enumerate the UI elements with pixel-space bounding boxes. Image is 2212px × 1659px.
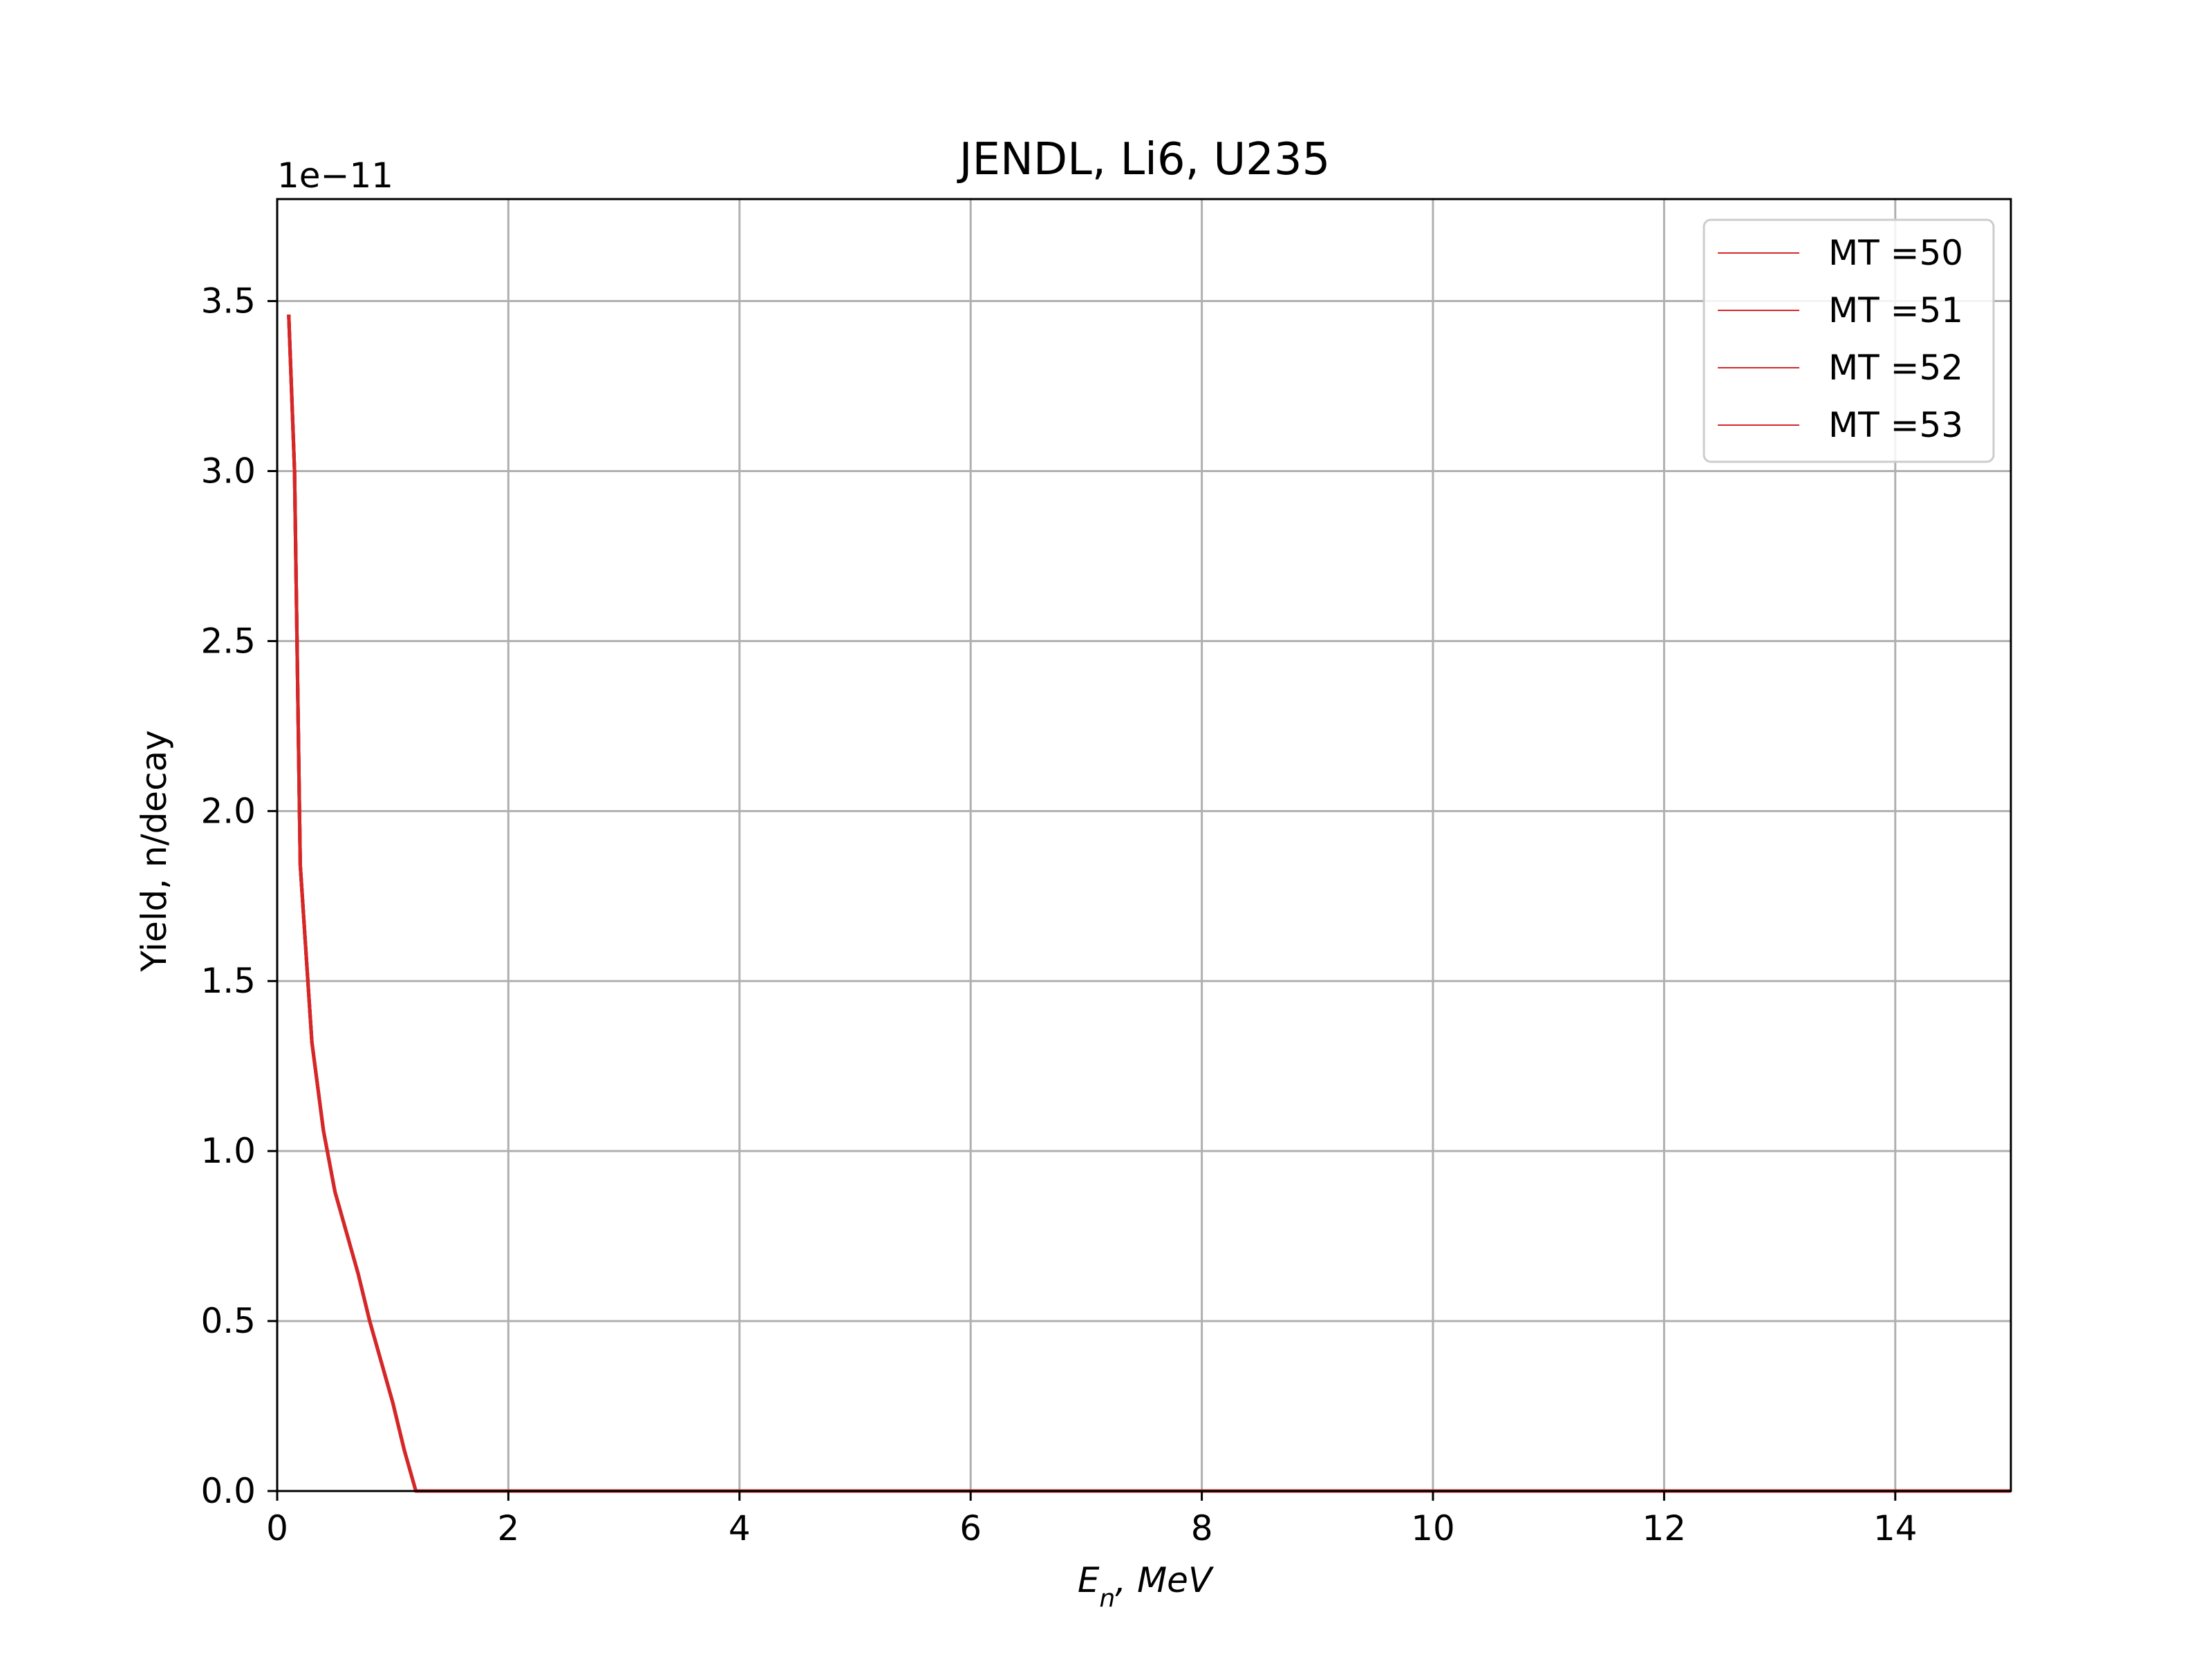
x-tick-label-1: 2 [497,1508,519,1548]
x-tick-label-7: 14 [1873,1508,1918,1548]
x-tick-label-3: 6 [959,1508,982,1548]
y-tick-label-1: 0.5 [200,1301,256,1341]
x-tick-label-2: 4 [729,1508,751,1548]
y-axis-label: Yield, n/decay [134,730,174,973]
legend-label-mt-50: MT =50 [1828,233,1963,273]
y-tick-label-7: 3.5 [200,281,256,321]
y-tick-label-4: 2.0 [200,791,256,831]
y-tick-label-6: 3.0 [200,451,256,491]
legend-label-mt-53: MT =53 [1828,405,1963,445]
chart-title: JENDL, Li6, U235 [957,134,1331,185]
y-tick-label-0: 0.0 [200,1471,256,1511]
legend: MT =50 MT =51 MT =52 MT =53 [1703,218,1995,463]
legend-label-mt-51: MT =51 [1828,290,1963,330]
x-tick-label-6: 12 [1642,1508,1687,1548]
y-axis-scale-label: 1e−11 [277,156,393,196]
x-tick-label-5: 10 [1411,1508,1455,1548]
x-axis-label: En, MeV [1078,1560,1215,1613]
y-axis-ticks: 0.0 0.5 1.0 1.5 2.0 2.5 3.0 3.5 [200,281,277,1511]
x-tick-label-0: 0 [266,1508,288,1548]
x-axis-ticks: 0 2 4 6 8 10 12 14 [266,1491,1918,1548]
legend-box [1703,218,1995,463]
legend-label-mt-52: MT =52 [1828,348,1963,388]
x-tick-label-4: 8 [1191,1508,1213,1548]
y-tick-label-5: 2.5 [200,621,256,661]
plot-area-frame [276,198,2012,1492]
y-tick-label-2: 1.0 [200,1131,256,1171]
y-tick-label-3: 1.5 [200,961,256,1001]
